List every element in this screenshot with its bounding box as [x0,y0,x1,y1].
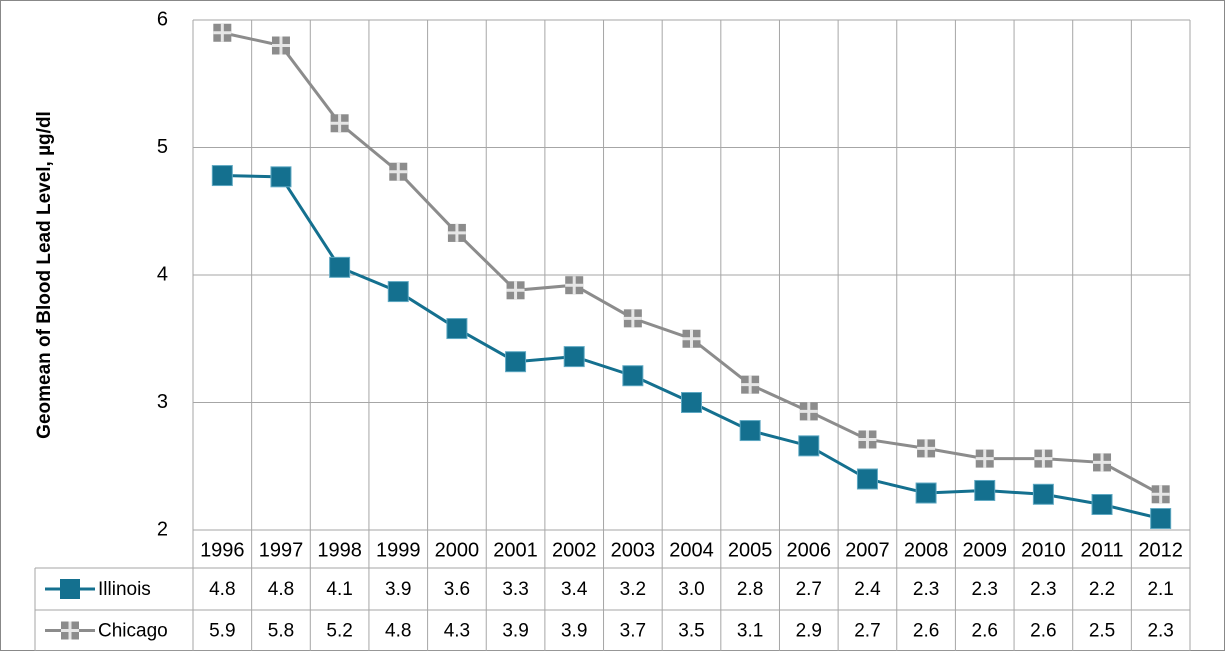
marker-cross [682,329,701,348]
legend-label: Illinois [98,579,151,600]
table-value: 2.1 [1147,579,1173,600]
marker-cross [623,309,642,328]
x-tick-label: 2002 [552,539,597,561]
x-tick-label: 2012 [1138,539,1183,561]
x-tick-label: 2003 [611,539,656,561]
marker-cross [1151,485,1170,504]
table-value: 3.9 [502,621,528,642]
marker [681,392,702,413]
legend-label: Chicago [98,621,168,642]
table-value: 2.2 [1089,579,1115,600]
marker-cross [565,276,584,295]
table-value: 2.3 [1030,579,1056,600]
marker [270,166,292,188]
table-value: 2.3 [972,579,998,600]
table-value: 2.7 [854,621,880,642]
marker-cross [271,36,290,55]
marker [505,351,527,373]
x-tick-label: 2005 [728,539,773,561]
marker-cross [330,114,349,133]
x-tick-label: 1999 [376,539,421,561]
table-value: 4.8 [268,579,294,600]
table-value: 2.8 [737,579,763,600]
table-value: 5.9 [209,621,235,642]
table-value: 4.3 [444,621,470,642]
marker [329,256,351,278]
table-value: 2.5 [1089,621,1115,642]
x-tick-label: 1998 [317,539,362,561]
table-value: 2.6 [972,621,998,642]
y-tick-label: 2 [157,518,168,540]
y-tick-label: 6 [157,8,168,30]
table-value: 3.3 [502,579,528,600]
y-axis-title: Geomean of Blood Lead Level, µg/dl [34,111,55,439]
marker-cross [506,281,525,300]
x-tick-label: 2011 [1081,539,1124,561]
table-value: 2.3 [913,579,939,600]
x-tick-label: 2010 [1021,539,1066,561]
marker [446,318,468,340]
table-value: 2.6 [1030,621,1056,642]
table-value: 4.8 [209,579,235,600]
x-tick-label: 2007 [845,539,890,561]
marker-cross [389,162,408,181]
table-value: 3.5 [678,621,704,642]
table-value: 3.9 [385,579,411,600]
marker-cross [975,449,994,468]
table-value: 3.6 [444,579,470,600]
x-tick-label: 1996 [200,539,245,561]
table-value: 3.4 [561,579,588,600]
table-value: 4.1 [326,579,352,600]
table-value: 2.3 [1147,621,1173,642]
marker-cross [1093,453,1112,472]
table-value: 2.6 [913,621,939,642]
marker-cross [917,439,936,458]
table-value: 5.2 [326,621,352,642]
x-tick-label: 2006 [787,539,832,561]
x-tick-label: 2001 [493,539,538,561]
table-value: 2.7 [796,579,822,600]
table-value: 5.8 [268,621,294,642]
x-tick-label: 2008 [904,539,949,561]
marker-cross [447,223,466,242]
table-value: 3.0 [678,579,704,600]
marker [1091,494,1113,515]
marker [915,482,937,504]
y-tick-label: 3 [157,391,168,413]
marker [1032,483,1054,505]
marker [798,435,820,457]
legend-marker [60,579,80,599]
x-tick-label: 2004 [669,539,714,561]
y-tick-label: 4 [157,263,168,285]
marker-cross [1034,449,1053,468]
y-tick-label: 5 [157,136,168,158]
table-value: 3.1 [737,621,763,642]
table-value: 4.8 [385,621,411,642]
x-tick-label: 2009 [962,539,1007,561]
table-value: 3.7 [620,621,646,642]
marker-cross [858,430,877,449]
marker [387,281,409,303]
marker-cross [741,375,760,394]
legend-marker-cross [61,621,79,640]
table-value: 3.2 [620,579,646,600]
marker [211,165,233,187]
marker-cross [799,402,818,421]
marker [739,420,761,442]
marker [974,479,996,501]
marker [856,468,878,490]
marker [563,346,585,368]
marker-cross [213,23,232,42]
table-value: 3.9 [561,621,587,642]
marker [1150,508,1172,530]
x-tick-label: 1997 [259,539,304,561]
x-tick-label: 2000 [435,539,480,561]
marker [622,365,644,387]
table-value: 2.4 [854,579,881,600]
table-value: 2.9 [796,621,822,642]
